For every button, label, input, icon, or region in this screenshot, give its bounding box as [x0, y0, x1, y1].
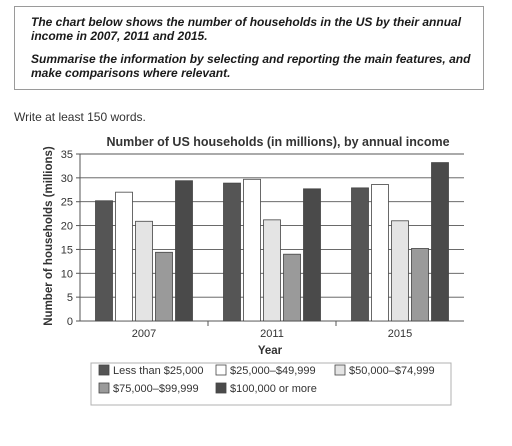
x-tick-label: 2015 [388, 328, 412, 340]
bar [391, 220, 409, 322]
task-description: The chart below shows the number of hous… [31, 15, 462, 43]
bar [135, 220, 153, 322]
legend-box [90, 362, 452, 406]
bar [411, 248, 429, 322]
task-instruction: Summarise the information by selecting a… [31, 52, 471, 80]
bar [283, 253, 301, 322]
y-tick-label: 30 [61, 173, 73, 185]
x-tick-label: 2011 [260, 328, 284, 340]
chart-title: Number of US households (in millions), b… [106, 135, 449, 149]
y-tick-label: 0 [67, 316, 73, 328]
y-tick-label: 35 [61, 149, 73, 161]
legend-label: Less than $25,000 [113, 365, 204, 377]
x-axis-label: Year [258, 345, 283, 357]
bar [263, 219, 281, 322]
legend-label: $25,000–$49,999 [230, 365, 316, 377]
task-box: The chart below shows the number of hous… [14, 6, 484, 90]
y-tick-label: 5 [67, 292, 73, 304]
y-axis-label: Number of households (millions) [43, 146, 55, 326]
bar [115, 191, 133, 322]
bar [175, 180, 193, 322]
bar [243, 178, 261, 322]
y-tick-label: 10 [61, 268, 73, 280]
legend-swatch [334, 364, 346, 376]
x-tick-label: 2007 [132, 328, 156, 340]
legend-swatch [98, 382, 110, 394]
y-tick-label: 25 [61, 197, 73, 209]
bar [95, 200, 113, 322]
y-tick-label: 20 [61, 221, 73, 233]
y-tick-labels: 0 5 10 15 20 25 30 35 [61, 149, 73, 328]
legend: Less than $25,000 $25,000–$49,999 $50,000–… [98, 364, 435, 395]
bar [223, 182, 241, 322]
legend-label: $50,000–$74,999 [349, 365, 435, 377]
legend-label: $75,000–$99,999 [113, 383, 199, 395]
word-count-note: Write at least 150 words. [14, 110, 146, 124]
y-tick-label: 15 [61, 244, 73, 256]
bar [431, 162, 449, 322]
legend-swatch [98, 364, 110, 376]
x-tick-labels: 2007 2011 2015 [132, 328, 412, 340]
bar [351, 187, 369, 322]
bar [371, 184, 389, 322]
bar [155, 251, 173, 322]
bar [303, 188, 321, 322]
legend-swatch [215, 364, 227, 376]
legend-label: $100,000 or more [230, 383, 317, 395]
legend-swatch [215, 382, 227, 394]
bars [95, 162, 449, 322]
